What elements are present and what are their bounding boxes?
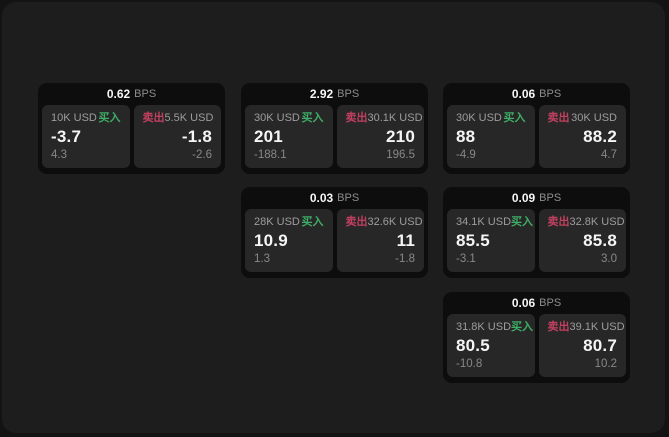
sell-panel[interactable]: 卖出 30K USD 88.2 4.7	[538, 105, 626, 168]
buy-delta: -4.9	[456, 149, 476, 161]
sell-price: 11	[396, 231, 415, 250]
buy-amount: 34.1K USD	[456, 216, 512, 228]
sell-panel[interactable]: 卖出 30.1K USD 210 196.5	[336, 105, 424, 168]
sell-side-label: 卖出	[142, 112, 165, 124]
bps-unit-label: BPS	[539, 88, 562, 100]
sell-amount: 5.5K USD	[164, 112, 214, 124]
buy-panel[interactable]: 28K USD 买入 10.9 1.3	[245, 209, 333, 272]
sell-panel[interactable]: 卖出 32.6K USD 11 -1.8	[336, 209, 424, 272]
sell-amount: 30K USD	[571, 112, 617, 124]
sell-side-label: 卖出	[345, 112, 368, 124]
sell-panel[interactable]: 卖出 39.1K USD 80.7 10.2	[538, 314, 626, 377]
bps-value: 0.62	[106, 87, 131, 101]
buy-amount: 30K USD	[254, 112, 300, 124]
buy-delta: -188.1	[254, 149, 287, 161]
buy-panel[interactable]: 31.8K USD 买入 80.5 -10.8	[447, 314, 535, 377]
buy-panel[interactable]: 30K USD 买入 88 -4.9	[447, 105, 535, 168]
buy-side-label: 买入	[511, 321, 534, 333]
bps-header: 0.06 BPS	[443, 83, 630, 105]
buy-delta: 1.3	[254, 253, 270, 265]
bps-unit-label: BPS	[337, 192, 360, 204]
sell-delta: -2.6	[192, 149, 212, 161]
buy-delta: -3.1	[456, 253, 476, 265]
sell-price: 210	[386, 127, 415, 146]
buy-side-label: 买入	[503, 112, 526, 124]
bps-header: 0.09 BPS	[443, 187, 630, 209]
sell-side-label: 卖出	[547, 321, 570, 333]
buy-price: 201	[254, 127, 283, 146]
buy-amount: 10K USD	[51, 112, 97, 124]
buy-price: 10.9	[254, 231, 288, 250]
buy-panel[interactable]: 10K USD 买入 -3.7 4.3	[42, 105, 130, 168]
sell-side-label: 卖出	[345, 216, 368, 228]
sell-price: 80.7	[583, 336, 617, 355]
bps-header: 2.92 BPS	[241, 83, 428, 105]
sell-panel[interactable]: 卖出 32.8K USD 85.8 3.0	[538, 209, 626, 272]
sell-amount: 39.1K USD	[569, 321, 625, 333]
buy-amount: 28K USD	[254, 216, 300, 228]
bps-unit-label: BPS	[337, 88, 360, 100]
sell-panel[interactable]: 卖出 5.5K USD -1.8 -2.6	[133, 105, 221, 168]
buy-side-label: 买入	[511, 216, 534, 228]
buy-delta: 4.3	[51, 149, 67, 161]
sell-side-label: 卖出	[547, 112, 570, 124]
buy-amount: 31.8K USD	[456, 321, 512, 333]
buy-delta: -10.8	[456, 358, 483, 370]
sell-delta: 196.5	[386, 149, 415, 161]
quote-card: 0.62 BPS 10K USD 买入 -3.7 4.3 卖出 5.5K USD…	[38, 83, 225, 174]
buy-side-label: 买入	[98, 112, 121, 124]
bps-value: 0.03	[309, 191, 334, 205]
buy-panel[interactable]: 34.1K USD 买入 85.5 -3.1	[447, 209, 535, 272]
buy-side-label: 买入	[301, 216, 324, 228]
sell-amount: 30.1K USD	[367, 112, 423, 124]
sell-delta: -1.8	[395, 253, 415, 265]
sell-delta: 3.0	[601, 253, 617, 265]
bps-header: 0.03 BPS	[241, 187, 428, 209]
bps-value: 0.06	[511, 87, 536, 101]
sell-delta: 10.2	[594, 358, 617, 370]
buy-panel[interactable]: 30K USD 买入 201 -188.1	[245, 105, 333, 168]
quote-card: 0.09 BPS 34.1K USD 买入 85.5 -3.1 卖出 32.8K…	[443, 187, 630, 278]
buy-price: -3.7	[51, 127, 82, 146]
sell-amount: 32.8K USD	[569, 216, 625, 228]
quote-card: 0.03 BPS 28K USD 买入 10.9 1.3 卖出 32.6K US…	[241, 187, 428, 278]
sell-price: -1.8	[181, 127, 212, 146]
sell-price: 88.2	[583, 127, 617, 146]
bps-unit-label: BPS	[134, 88, 157, 100]
bps-unit-label: BPS	[539, 192, 562, 204]
bps-value: 0.09	[511, 191, 536, 205]
quote-card: 0.06 BPS 31.8K USD 买入 80.5 -10.8 卖出 39.1…	[443, 292, 630, 383]
bps-header: 0.06 BPS	[443, 292, 630, 314]
quote-card: 2.92 BPS 30K USD 买入 201 -188.1 卖出 30.1K …	[241, 83, 428, 174]
buy-price: 80.5	[456, 336, 490, 355]
quote-card: 0.06 BPS 30K USD 买入 88 -4.9 卖出 30K USD 8…	[443, 83, 630, 174]
sell-price: 85.8	[583, 231, 617, 250]
sell-delta: 4.7	[601, 149, 617, 161]
buy-amount: 30K USD	[456, 112, 502, 124]
bps-header: 0.62 BPS	[38, 83, 225, 105]
app-window: 0.62 BPS 10K USD 买入 -3.7 4.3 卖出 5.5K USD…	[2, 2, 665, 433]
buy-price: 85.5	[456, 231, 490, 250]
buy-side-label: 买入	[301, 112, 324, 124]
sell-amount: 32.6K USD	[367, 216, 423, 228]
sell-side-label: 卖出	[547, 216, 570, 228]
buy-price: 88	[456, 127, 476, 146]
bps-unit-label: BPS	[539, 297, 562, 309]
bps-value: 0.06	[511, 296, 536, 310]
bps-value: 2.92	[309, 87, 334, 101]
